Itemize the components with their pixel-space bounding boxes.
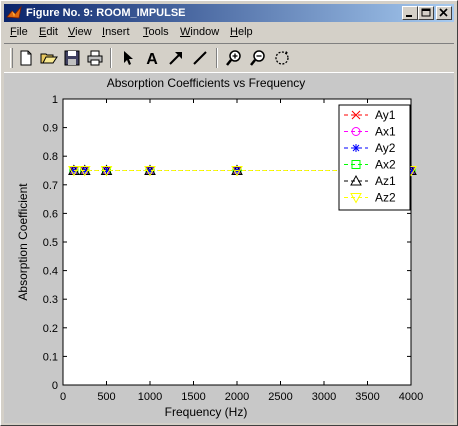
legend-marker — [352, 144, 360, 152]
y-axis-label: Absorption Coefficient — [16, 183, 30, 301]
chart-title: Absorption Coefficients vs Frequency — [107, 76, 306, 90]
menu-tools[interactable]: Tools — [143, 26, 169, 38]
open-folder-icon[interactable] — [39, 48, 59, 68]
y-axis: 0 0.1 0.2 0.3 0.4 0.5 0.6 0.7 0.8 0.9 1 — [43, 94, 411, 392]
insert-line-icon[interactable] — [190, 48, 210, 68]
legend-entry-ay2: Ay2 — [344, 141, 396, 155]
data-point — [144, 166, 156, 177]
y-tick-label: 0.6 — [43, 208, 58, 220]
legend-label: Ay1 — [375, 108, 396, 122]
data-point — [102, 166, 111, 175]
x-tick-label: 500 — [97, 391, 115, 403]
series-az2 — [68, 166, 417, 177]
window-title: Figure No. 9: ROOM_IMPULSE — [26, 7, 186, 19]
minimize-button[interactable] — [402, 6, 418, 20]
data-point — [231, 166, 243, 177]
menu-file-rest: ile — [16, 26, 28, 38]
menu-insert[interactable]: Insert — [102, 26, 130, 38]
y-tick-label: 0.5 — [43, 237, 58, 249]
menu-edit[interactable]: Edit — [39, 26, 58, 38]
matlab-logo-icon — [6, 5, 22, 19]
y-tick-label: 0.4 — [43, 266, 58, 278]
menu-window[interactable]: Window — [180, 26, 220, 38]
x-tick-label: 3500 — [355, 391, 379, 403]
legend-entry-az1: Az1 — [344, 174, 396, 188]
legend-label: Ay2 — [375, 141, 396, 155]
x-tick-label: 1500 — [181, 391, 205, 403]
zoom-in-icon[interactable] — [224, 48, 244, 68]
legend-marker — [350, 193, 362, 204]
select-arrow-icon[interactable] — [118, 48, 138, 68]
legend-marker — [351, 110, 361, 120]
legend-entry-ay1: Ay1 — [344, 108, 396, 122]
y-tick-label: 0.9 — [43, 123, 58, 135]
menu-bar: File Edit View Insert Tools Window Help — [4, 23, 454, 41]
legend-marker — [351, 160, 361, 169]
data-point — [100, 166, 113, 177]
print-icon[interactable] — [85, 48, 105, 68]
x-tick-label: 4000 — [399, 391, 423, 403]
legend-entry-az2: Az2 — [344, 191, 396, 205]
legend-box — [338, 104, 411, 211]
toolbar-grip[interactable] — [10, 48, 13, 68]
y-tick-label: 0.8 — [43, 151, 58, 163]
save-disk-icon[interactable] — [62, 48, 82, 68]
legend-label: Ax2 — [375, 158, 396, 172]
y-tick-label: 0.3 — [43, 294, 58, 306]
plot-svg: Absorption Coefficients vs Frequency 0 0.… — [16, 76, 423, 419]
toolbar-separator — [216, 48, 218, 68]
x-tick-label: 2500 — [268, 391, 292, 403]
figure-toolbar: A — [4, 43, 454, 73]
menu-file[interactable]: File — [10, 26, 28, 38]
close-button[interactable] — [436, 6, 452, 20]
series-layer — [68, 164, 417, 177]
x-tick-label: 2000 — [225, 391, 249, 403]
x-tick-label: 0 — [60, 391, 66, 403]
legend-label: Az1 — [375, 174, 396, 188]
data-point — [146, 166, 154, 175]
insert-text-icon[interactable]: A — [142, 48, 162, 68]
legend-marker — [350, 174, 362, 186]
toolbar-separator — [110, 48, 112, 68]
new-file-icon[interactable] — [16, 48, 36, 68]
close-icon — [439, 8, 448, 17]
y-tick-label: 0.2 — [43, 323, 58, 335]
rotate-3d-icon[interactable] — [272, 48, 292, 68]
data-point — [68, 166, 80, 177]
y-tick-label: 0 — [52, 380, 58, 392]
legend-entry-ax2: Ax2 — [344, 158, 396, 172]
x-axis: 0 500 1000 1500 2000 2500 3000 3500 4000 — [60, 99, 423, 403]
data-point — [78, 166, 91, 177]
x-tick-label: 1000 — [138, 391, 162, 403]
menu-view[interactable]: View — [68, 26, 92, 38]
y-tick-label: 0.1 — [43, 351, 58, 363]
title-bar[interactable]: Figure No. 9: ROOM_IMPULSE — [4, 4, 454, 22]
legend-entry-ax1: Ax1 — [344, 125, 396, 139]
zoom-out-icon[interactable] — [248, 48, 268, 68]
svg-text:A: A — [146, 51, 158, 68]
y-tick-label: 1 — [52, 94, 58, 106]
legend-marker — [351, 127, 361, 136]
legend-label: Ax1 — [375, 125, 396, 139]
legend-label: Az2 — [375, 191, 396, 205]
insert-arrow-icon[interactable] — [166, 48, 186, 68]
legend[interactable]: Ay1 Ax1 Ay2 Ax2 Az1 Az2 — [338, 104, 411, 211]
x-axis-label: Frequency (Hz) — [165, 405, 248, 419]
x-tick-label: 3000 — [312, 391, 336, 403]
menu-help[interactable]: Help — [230, 26, 253, 38]
minimize-icon — [406, 15, 412, 17]
y-tick-label: 0.7 — [43, 180, 58, 192]
figure-canvas: Absorption Coefficients vs Frequency 0 0.… — [4, 73, 454, 423]
maximize-button[interactable] — [418, 6, 434, 20]
maximize-icon — [421, 8, 431, 17]
